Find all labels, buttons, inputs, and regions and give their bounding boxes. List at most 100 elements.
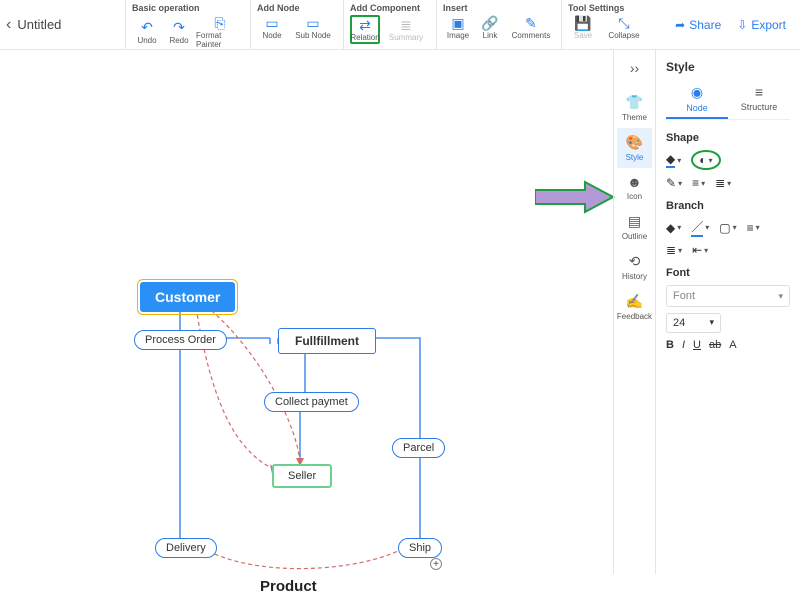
toolbar-image-button[interactable]: ▣Image	[443, 15, 473, 40]
right-actions: ➦ Share ⇩ Export	[675, 0, 800, 49]
rail-item-label: Icon	[627, 192, 642, 201]
font-placeholder: Font	[673, 290, 695, 302]
branch-heading: Branch	[666, 200, 790, 212]
topbar: ‹ Untitled Basic operation↶Undo↷Redo⎘For…	[0, 0, 800, 50]
rail-item-label: Outline	[622, 232, 647, 241]
toolbar-link-button[interactable]: 🔗Link	[475, 15, 505, 40]
format-painter-icon: ⎘	[214, 15, 225, 31]
node-parcel[interactable]: Parcel	[392, 438, 445, 458]
history-icon: ⟲	[629, 253, 641, 270]
share-button[interactable]: ➦ Share	[675, 18, 721, 32]
rail-outline-button[interactable]: ▤ Outline	[617, 207, 652, 247]
toolbar-undo-button[interactable]: ↶Undo	[132, 15, 162, 49]
branch-align-button[interactable]: ≡▾	[747, 221, 760, 235]
font-size-value: 24	[673, 317, 685, 329]
export-button[interactable]: ⇩ Export	[737, 18, 786, 32]
branch-color-button[interactable]: ◆▾	[666, 221, 681, 235]
toolbar-item-label: Summary	[389, 33, 423, 42]
toolbar-node-button[interactable]: ▭Node	[257, 15, 287, 40]
structure-tab-icon: ≡	[755, 84, 763, 100]
branch-arrow-button[interactable]: ⇤▾	[692, 243, 708, 257]
font-size-select[interactable]: 24▾	[666, 313, 721, 333]
branch-style2-button[interactable]: ≣▾	[666, 243, 682, 257]
toolbar-item-label: Collapse	[608, 31, 639, 40]
shape-heading: Shape	[666, 132, 790, 144]
toolbar-item-label: Format Painter	[196, 31, 244, 49]
rail-theme-button[interactable]: 👕 Theme	[617, 88, 652, 128]
node-collect[interactable]: Collect paymet	[264, 392, 359, 412]
panel-tab-structure[interactable]: ≡ Structure	[728, 84, 790, 119]
toolbar-comments-button[interactable]: ✎Comments	[507, 15, 555, 40]
style-panel: Style ◉Node≡Structure Shape ◆▾ ◐▾ ✎▾ ≡▾ …	[655, 50, 800, 574]
panel-tab-label: Node	[686, 103, 708, 113]
toolbar-collapse-button[interactable]: ⤡Collapse	[600, 15, 648, 40]
image-icon: ▣	[451, 15, 464, 31]
toolbar-item-label: Link	[483, 31, 498, 40]
toolbar-item-label: Image	[447, 31, 469, 40]
panel-tab-label: Structure	[741, 102, 778, 112]
outline-icon: ▤	[628, 213, 641, 230]
feedback-icon: ✍	[626, 293, 643, 310]
sub-node-icon: ▭	[306, 15, 319, 31]
toolbar-summary-button: ≣Summary	[382, 15, 430, 44]
toolbar-item-label: Comments	[512, 31, 551, 40]
link-icon: 🔗	[481, 15, 498, 31]
title-area: ‹ Untitled	[0, 0, 125, 49]
node-delivery[interactable]: Delivery	[155, 538, 217, 558]
node-ship[interactable]: Ship	[398, 538, 442, 558]
toolbar-save-button: 💾Save	[568, 15, 598, 40]
toolbar-item-label: Redo	[169, 36, 188, 45]
font-bold-button[interactable]: B	[666, 339, 674, 351]
collapse-panel-icon[interactable]: ››	[630, 60, 639, 76]
rail-icon-button[interactable]: ☻ Icon	[617, 168, 652, 207]
shape-fill-button[interactable]: ◆▾	[666, 152, 681, 168]
main: Customer Process Order Fullfillment Collect…	[0, 50, 800, 574]
toolbar: Basic operation↶Undo↷Redo⎘Format Painter…	[125, 0, 675, 49]
canvas[interactable]: Customer Process Order Fullfillment Collect…	[0, 50, 613, 574]
toolbar-group: Add Node▭Node▭Sub Node	[250, 0, 343, 49]
side-rail: ›› 👕 Theme 🎨Style ☻ Icon ▤ Outline ⟲ History ✍ Fee…	[613, 50, 655, 574]
rail-item-label: Theme	[622, 113, 647, 122]
font-family-select[interactable]: Font▾	[666, 285, 790, 307]
back-icon[interactable]: ‹	[6, 16, 11, 34]
rail-item-label: History	[622, 272, 647, 281]
border-button[interactable]: ✎▾	[666, 176, 682, 190]
diagram-lines	[0, 50, 613, 574]
rail-history-button[interactable]: ⟲ History	[617, 247, 652, 287]
toolbar-format-painter-button[interactable]: ⎘Format Painter	[196, 15, 244, 49]
line-weight-button[interactable]: ≣▾	[715, 176, 731, 190]
theme-icon: 👕	[626, 94, 643, 111]
node-customer[interactable]: Customer	[140, 282, 235, 312]
add-child-icon[interactable]: +	[430, 558, 442, 570]
line-style-button[interactable]: ≡▾	[692, 176, 705, 190]
font-color-button[interactable]: A	[729, 339, 736, 351]
font-underline-button[interactable]: U	[693, 339, 701, 351]
toolbar-item-label: Sub Node	[295, 31, 331, 40]
style-icon: 🎨	[626, 134, 643, 151]
toolbar-group-title: Tool Settings	[568, 3, 648, 13]
branch-shape-button[interactable]: ▢▾	[719, 221, 736, 235]
node-process[interactable]: Process Order	[134, 330, 227, 350]
node-seller[interactable]: Seller	[272, 464, 332, 488]
node-fulfill[interactable]: Fullfillment	[278, 328, 376, 354]
rail-style-button[interactable]: 🎨Style	[617, 128, 652, 168]
rail-feedback-button[interactable]: ✍ Feedback	[617, 287, 652, 327]
panel-tab-node[interactable]: ◉Node	[666, 84, 728, 119]
rail-item-label: Feedback	[617, 312, 652, 321]
font-strike-button[interactable]: ab	[709, 339, 721, 351]
icon-icon: ☻	[627, 174, 642, 190]
toolbar-group-title: Basic operation	[132, 3, 244, 13]
toolbar-group-title: Insert	[443, 3, 555, 13]
doc-title: Untitled	[17, 17, 61, 32]
font-italic-button[interactable]: I	[682, 339, 685, 351]
toolbar-sub-node-button[interactable]: ▭Sub Node	[289, 15, 337, 40]
branch-line-button[interactable]: ／▾	[691, 218, 709, 237]
toolbar-group-title: Add Component	[350, 3, 430, 13]
relation-icon: ⇄	[359, 17, 371, 33]
shape-style-button[interactable]: ◐▾	[691, 150, 720, 170]
export-label: Export	[751, 18, 786, 32]
toolbar-relation-button[interactable]: ⇄Relation	[350, 15, 380, 44]
toolbar-redo-button[interactable]: ↷Redo	[164, 15, 194, 49]
toolbar-group: Tool Settings 💾Save⤡Collapse	[561, 0, 654, 49]
toolbar-item-label: Save	[574, 31, 592, 40]
